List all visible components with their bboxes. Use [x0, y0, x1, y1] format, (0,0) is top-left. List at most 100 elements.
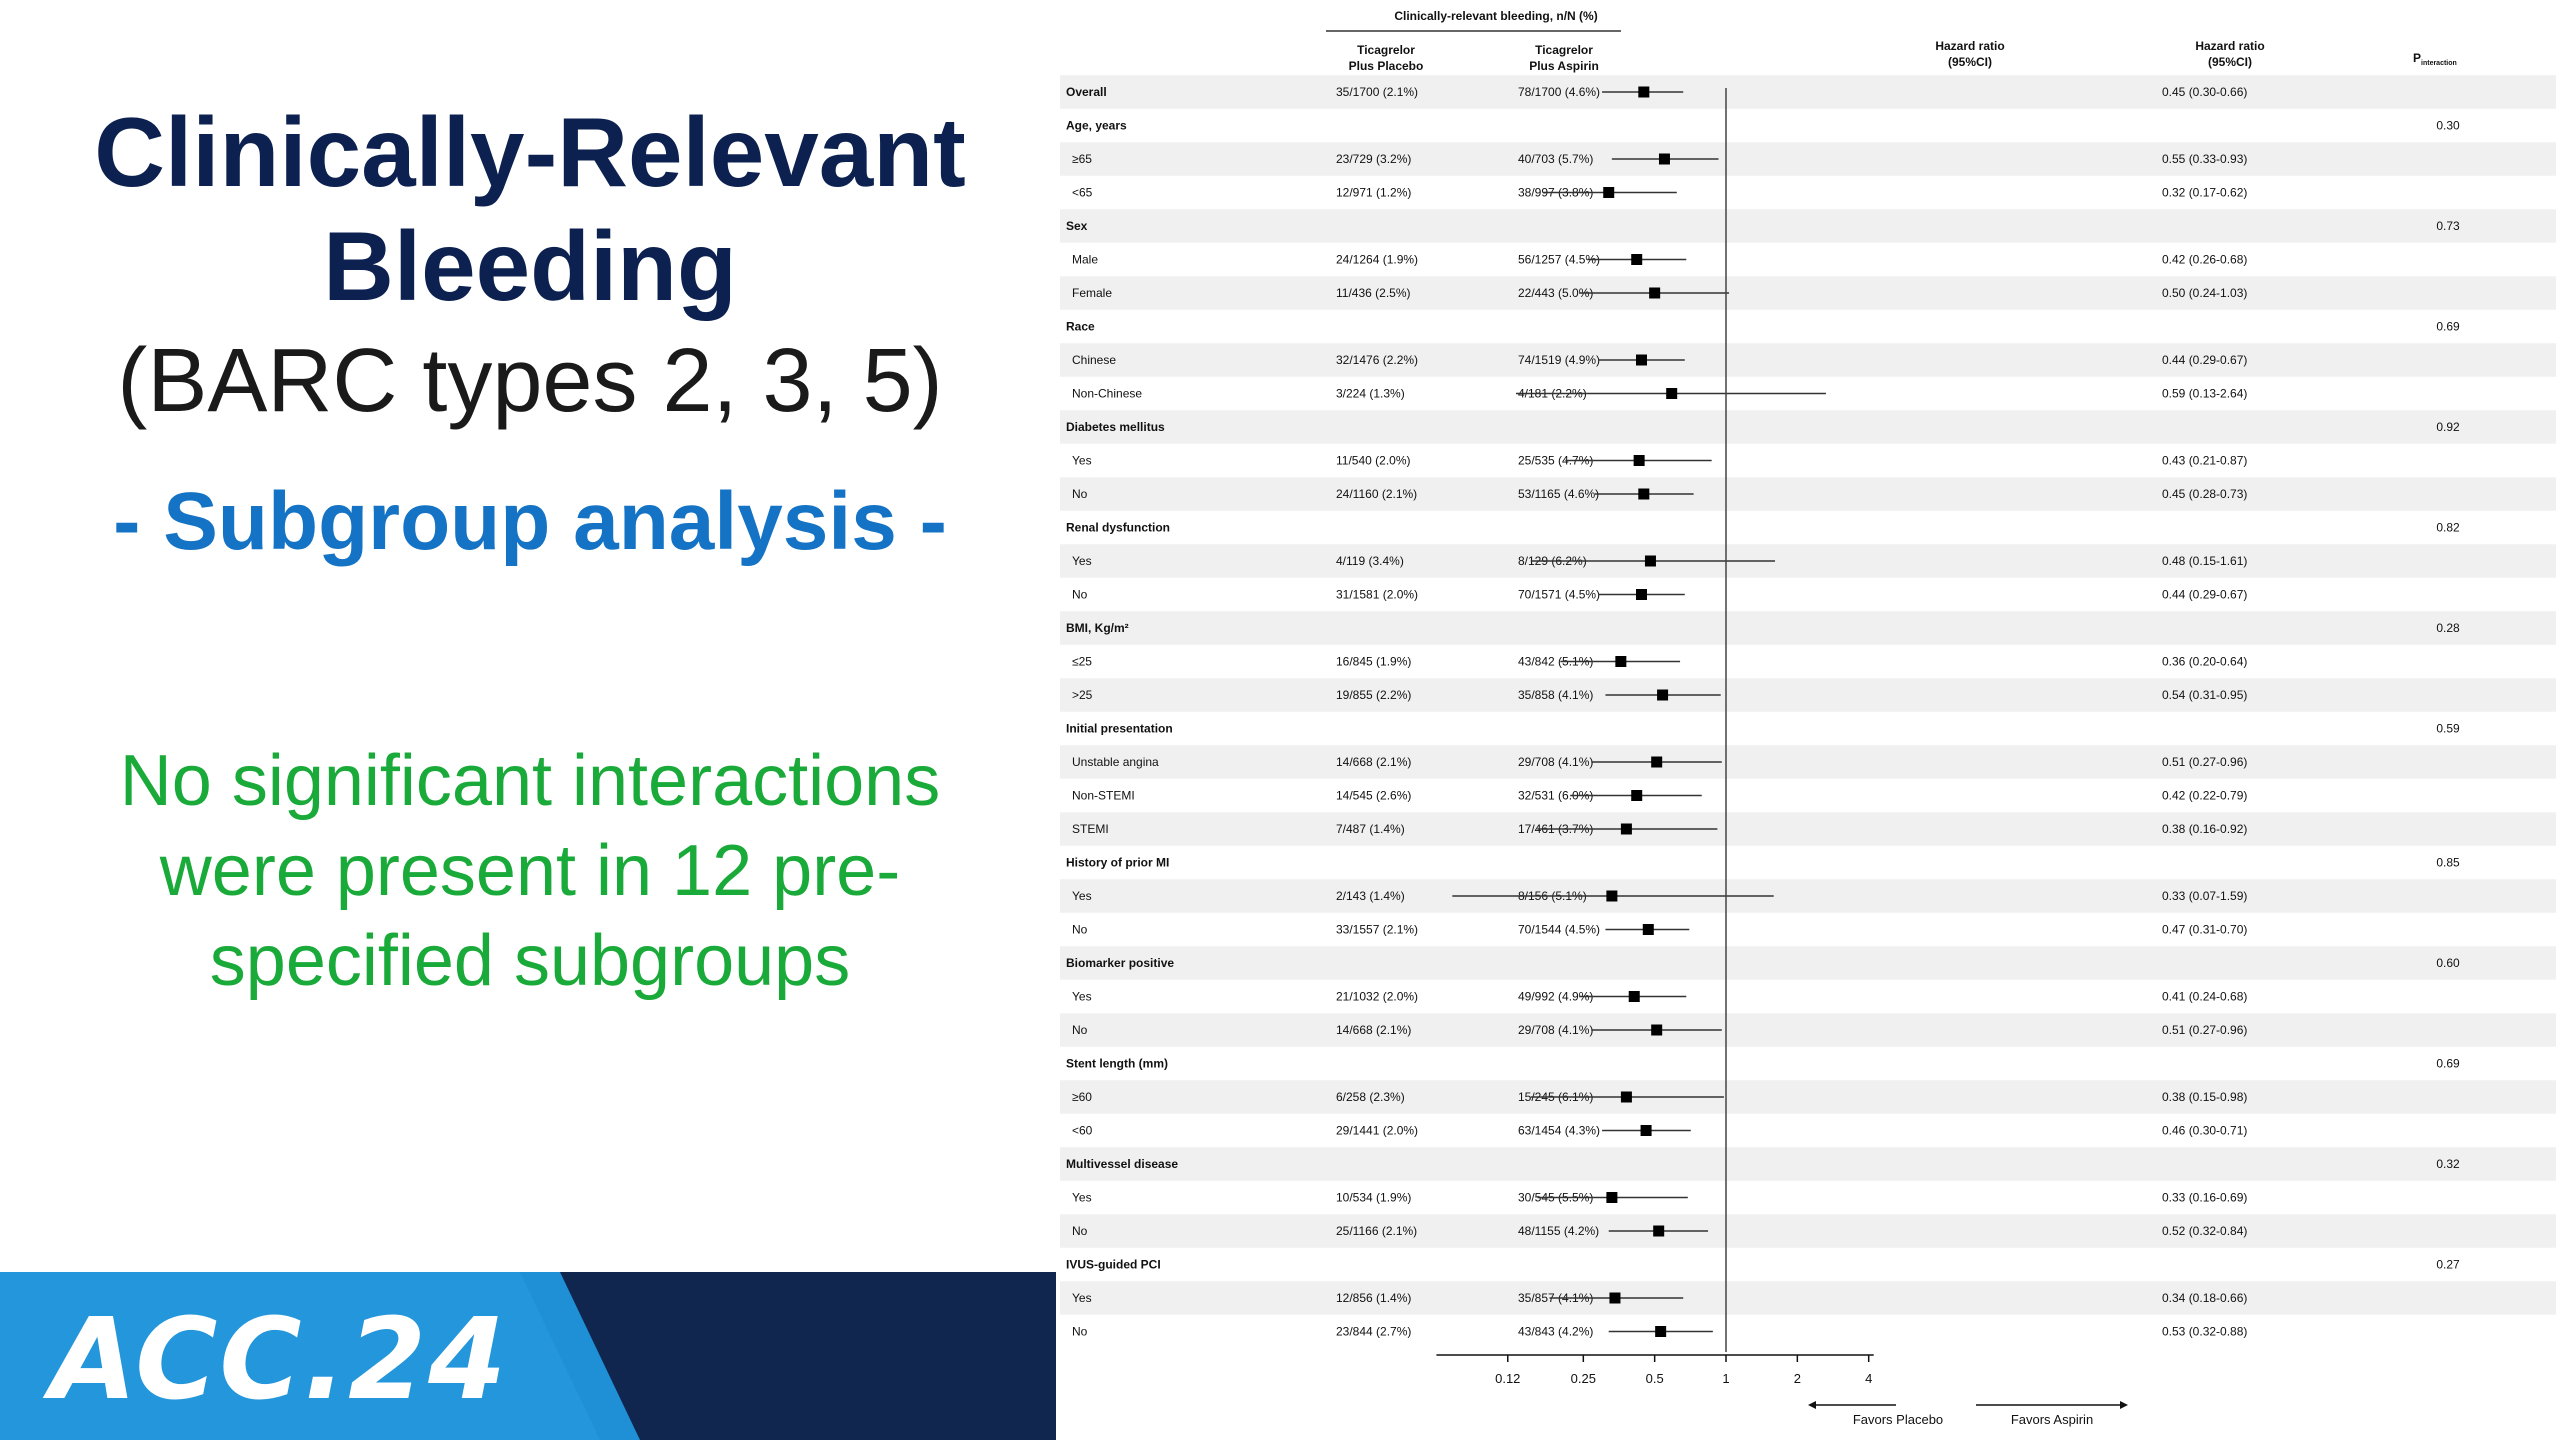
- group2-value: 43/843 (4.2%): [1518, 1325, 1593, 1339]
- row-label: Multivessel disease: [1066, 1157, 1178, 1171]
- slide-title-line-2: Bleeding: [323, 211, 737, 321]
- forest-row: Overall 35/1700 (2.1%) 78/1700 (4.6%) 0.45 …: [1066, 85, 2247, 99]
- hr-ci-value: 0.51 (0.27-0.96): [2162, 755, 2247, 769]
- row-stripes: [1060, 75, 2556, 1315]
- hr-ci-value: 0.36 (0.20-0.64): [2162, 655, 2247, 669]
- row-stripe: [1060, 75, 2556, 109]
- row-stripe: [1060, 1214, 2556, 1248]
- forest-row: No 31/1581 (2.0%) 70/1571 (4.5%) 0.44 (0.29…: [1072, 588, 2247, 602]
- forest-row: Yes 12/856 (1.4%) 35/857 (4.1%) 0.34 (0.18-…: [1072, 1291, 2247, 1305]
- row-label: Initial presentation: [1066, 722, 1173, 736]
- group1-value: 7/487 (1.4%): [1336, 822, 1405, 836]
- group1-value: 14/668 (2.1%): [1336, 1023, 1411, 1037]
- hr-point: [1638, 488, 1650, 500]
- row-label: Stent length (mm): [1066, 1057, 1168, 1071]
- group1-value: 32/1476 (2.2%): [1336, 353, 1418, 367]
- forest-row: Male 24/1264 (1.9%) 56/1257 (4.5%) 0.42 (0.…: [1072, 253, 2247, 267]
- row-label: Yes: [1072, 1191, 1092, 1205]
- hr-point: [1609, 1292, 1621, 1304]
- row-label: ≤25: [1072, 655, 1092, 669]
- group1-value: 24/1160 (2.1%): [1336, 487, 1417, 501]
- row-label: Biomarker positive: [1066, 956, 1174, 970]
- forest-row: No 14/668 (2.1%) 29/708 (4.1%) 0.51 (0.27-0…: [1072, 1023, 2247, 1037]
- hr-point: [1635, 354, 1647, 366]
- hr-point: [1653, 1225, 1665, 1237]
- hr-ci-value: 0.41 (0.24-0.68): [2162, 990, 2247, 1004]
- slide-title-line-1: Clinically-Relevant: [94, 97, 966, 207]
- row-stripe: [1060, 544, 2556, 578]
- group2-value: 63/1454 (4.3%): [1518, 1124, 1600, 1138]
- row-stripe: [1060, 142, 2556, 176]
- hr-point: [1631, 254, 1643, 265]
- group1-value: 3/224 (1.3%): [1336, 387, 1405, 401]
- forest-row: Non-Chinese 3/224 (1.3%) 4/181 (2.2%) 0.59 …: [1072, 387, 2247, 401]
- group1-value: 14/668 (2.1%): [1336, 755, 1411, 769]
- forest-row: <60 29/1441 (2.0%) 63/1454 (4.3%) 0.46 (0.3…: [1072, 1124, 2247, 1138]
- forest-row: Yes 21/1032 (2.0%) 49/992 (4.9%) 0.41 (0.24…: [1072, 990, 2247, 1004]
- group2-value: 32/531 (6.0%): [1518, 789, 1593, 803]
- group1-value: 12/971 (1.2%): [1336, 186, 1411, 200]
- favors-aspirin-arrow: [1976, 1401, 2128, 1409]
- forest-row: Yes 11/540 (2.0%) 25/535 (4.7%) 0.43 (0.21-…: [1072, 454, 2247, 468]
- hr-point: [1657, 689, 1669, 701]
- forest-row: Diabetes mellitus 0.92: [1066, 420, 2460, 434]
- row-label: <60: [1072, 1124, 1093, 1138]
- row-label: Diabetes mellitus: [1066, 420, 1165, 434]
- row-label: STEMI: [1072, 822, 1109, 836]
- group1-value: 16/845 (1.9%): [1336, 655, 1411, 669]
- forest-row: ≥60 6/258 (2.3%) 15/245 (6.1%) 0.38 (0.15-0…: [1072, 1090, 2247, 1104]
- hr-ci-value: 0.33 (0.07-1.59): [2162, 889, 2247, 903]
- x-axis: 0.12 0.25 0.5 1 2 4: [1436, 1354, 1874, 1386]
- group2-value: 22/443 (5.0%): [1518, 286, 1593, 300]
- forest-row: >25 19/855 (2.2%) 35/858 (4.1%) 0.54 (0.31-…: [1072, 688, 2247, 702]
- group2-value: 29/708 (4.1%): [1518, 1023, 1593, 1037]
- row-label: Non-STEMI: [1072, 789, 1135, 803]
- p-interaction-value: 0.28: [2436, 621, 2460, 635]
- hr-point: [1649, 287, 1661, 299]
- p-interaction-value: 0.85: [2436, 856, 2460, 870]
- hr-point: [1615, 656, 1627, 667]
- hr-ci-value: 0.33 (0.16-0.69): [2162, 1191, 2247, 1205]
- row-label: No: [1072, 1325, 1088, 1339]
- row-stripe: [1060, 209, 2556, 243]
- p-interaction-value: 0.92: [2436, 420, 2460, 434]
- row-label: Yes: [1072, 554, 1092, 568]
- forest-row: Age, years 0.30: [1066, 119, 2460, 133]
- group1-value: 4/119 (3.4%): [1336, 554, 1404, 568]
- group2-value: 43/842 (5.1%): [1518, 655, 1593, 669]
- hr-point: [1655, 1326, 1667, 1337]
- row-label: Overall: [1066, 85, 1107, 99]
- group1-value: 24/1264 (1.9%): [1336, 253, 1418, 267]
- row-label: Sex: [1066, 219, 1088, 233]
- hr-point: [1666, 388, 1678, 399]
- group1-value: 12/856 (1.4%): [1336, 1291, 1411, 1305]
- x-tick-label: 0.25: [1571, 1371, 1596, 1386]
- col-header-hr-text: Hazard ratio (95%CI): [2195, 39, 2264, 69]
- forest-row: Chinese 32/1476 (2.2%) 74/1519 (4.9%) 0.44 …: [1072, 353, 2247, 367]
- group1-value: 25/1166 (2.1%): [1336, 1224, 1417, 1238]
- forest-row: Multivessel disease 0.32: [1066, 1157, 2460, 1171]
- row-stripe: [1060, 410, 2556, 444]
- group1-value: 2/143 (1.4%): [1336, 889, 1405, 903]
- col-header-group2: Ticagrelor Plus Aspirin: [1529, 43, 1599, 73]
- slide-subtitle: - Subgroup analysis -: [113, 476, 947, 567]
- hr-point: [1606, 890, 1618, 902]
- hr-ci-value: 0.50 (0.24-1.03): [2162, 286, 2247, 300]
- row-label: No: [1072, 588, 1088, 602]
- group1-value: 33/1557 (2.1%): [1336, 923, 1418, 937]
- group1-value: 14/545 (2.6%): [1336, 789, 1411, 803]
- forest-row: <65 12/971 (1.2%) 38/997 (3.8%) 0.32 (0.17-…: [1072, 186, 2247, 200]
- forest-row: Biomarker positive 0.60: [1066, 956, 2460, 970]
- hr-ci-value: 0.42 (0.26-0.68): [2162, 253, 2247, 267]
- svg-text:Ticagrelor: Ticagrelor: [1357, 43, 1415, 57]
- slide-title-line-3: (BARC types 2, 3, 5): [117, 331, 943, 431]
- p-interaction-value: 0.30: [2436, 119, 2460, 133]
- hr-ci-value: 0.42 (0.22-0.79): [2162, 789, 2247, 803]
- x-tick-label: 1: [1722, 1371, 1729, 1386]
- hr-ci-value: 0.44 (0.29-0.67): [2162, 588, 2247, 602]
- forest-row: Unstable angina 14/668 (2.1%) 29/708 (4.1%…: [1072, 755, 2247, 769]
- p-interaction-value: 0.73: [2436, 219, 2460, 233]
- hr-point: [1620, 1091, 1632, 1103]
- acc-banner: [0, 1272, 1056, 1440]
- row-stripe: [1060, 946, 2556, 980]
